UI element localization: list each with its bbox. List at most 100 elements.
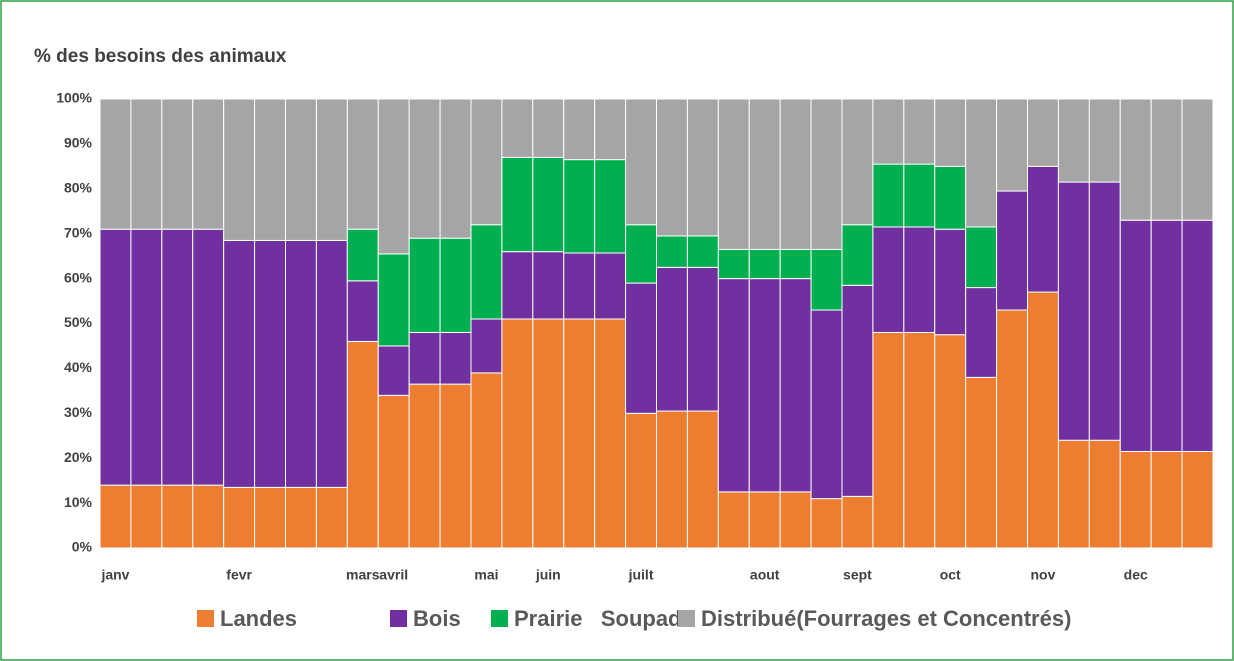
- bar-segment: [408, 331, 441, 385]
- bar-segment: [439, 331, 472, 385]
- bar-segment: [223, 486, 256, 549]
- bar-segment: [161, 484, 194, 549]
- x-tick-label: sept: [843, 567, 872, 583]
- bar-segment: [1181, 219, 1214, 452]
- bar-segment: [903, 163, 936, 228]
- x-tick-label: dec: [1124, 567, 1148, 583]
- bar-segment: [1057, 98, 1090, 183]
- bar-segment: [841, 224, 874, 286]
- bar-segment: [625, 98, 657, 226]
- bar-segment: [439, 383, 472, 549]
- bar-segment: [717, 491, 750, 549]
- bar-segment: [934, 334, 967, 549]
- y-tick-label: 60%: [64, 269, 93, 285]
- legend-label: Prairie Soupade: [514, 606, 694, 631]
- bar-segment: [501, 251, 534, 320]
- bar-segment: [934, 98, 967, 167]
- x-tick-label: fevr: [226, 567, 252, 583]
- bar-segment: [501, 156, 534, 253]
- legend-swatch: [678, 610, 695, 627]
- bar-segment: [748, 278, 781, 493]
- bar-segment: [161, 98, 194, 230]
- bar-segment: [1027, 291, 1059, 549]
- bar-segment: [377, 98, 410, 255]
- bar-segment: [470, 372, 503, 549]
- legend-label: Distribué(Fourrages et Concentrés): [701, 606, 1071, 631]
- bar-segment: [470, 318, 503, 374]
- bar-segment: [934, 165, 967, 230]
- bar-segment: [563, 98, 596, 161]
- bar-segment: [285, 239, 317, 488]
- bar-segment: [315, 486, 348, 549]
- bar-segment: [656, 235, 688, 268]
- x-tick-label: aout: [750, 567, 780, 583]
- bar-segment: [779, 248, 812, 280]
- bar-segment: [346, 280, 379, 342]
- legend-swatch: [491, 610, 508, 627]
- bar-segment: [934, 228, 967, 336]
- bar-segment: [130, 98, 163, 230]
- bar-segment: [470, 98, 503, 226]
- bar-segment: [903, 98, 936, 165]
- x-tick-label: janv: [100, 567, 129, 583]
- bar-segment: [254, 486, 286, 549]
- bar-segment: [686, 266, 719, 412]
- bar-segment: [686, 98, 719, 237]
- bar-segment: [1181, 98, 1214, 221]
- bar-segment: [1057, 181, 1090, 441]
- bar-segment: [1150, 98, 1183, 221]
- bar-segment: [841, 98, 874, 226]
- bar-segment: [1150, 219, 1183, 452]
- y-tick-label: 10%: [64, 494, 93, 510]
- bar-segment: [1119, 450, 1152, 549]
- bar-segment: [408, 383, 441, 549]
- bar-segment: [717, 278, 750, 493]
- bar-segment: [625, 412, 657, 549]
- bar-segment: [996, 98, 1028, 192]
- bar-segment: [872, 163, 905, 228]
- bar-segment: [779, 278, 812, 493]
- bar-segment: [346, 340, 379, 549]
- x-tick-label: juilt: [628, 567, 654, 583]
- bar-segment: [717, 98, 750, 250]
- y-tick-label: 50%: [64, 314, 93, 330]
- bar-segment: [408, 237, 441, 333]
- bar-segment: [841, 284, 874, 497]
- bar-segment: [1088, 439, 1121, 549]
- bar-segment: [1027, 98, 1059, 167]
- bar-segment: [872, 98, 905, 165]
- bar-segment: [377, 253, 410, 347]
- x-tick-label: mars: [346, 567, 380, 583]
- bar-segment: [686, 235, 719, 268]
- legend-swatch: [390, 610, 407, 627]
- bar-segment: [965, 376, 998, 549]
- bar-segment: [532, 156, 565, 253]
- bar-segment: [996, 190, 1028, 311]
- bar-segment: [1088, 98, 1121, 183]
- bar-segment: [563, 159, 596, 254]
- bar-segment: [1088, 181, 1121, 441]
- bar-segment: [192, 484, 225, 549]
- x-tick-label: mai: [474, 567, 498, 583]
- bar-segment: [965, 98, 998, 228]
- bar-segment: [501, 98, 534, 158]
- bar-segment: [1181, 450, 1214, 549]
- bar-segment: [965, 287, 998, 378]
- bar-segment: [872, 226, 905, 333]
- bar-segment: [841, 495, 874, 549]
- bar-segment: [99, 98, 132, 230]
- bar-segment: [903, 226, 936, 333]
- bar-segment: [625, 224, 657, 284]
- bar-segment: [192, 98, 225, 230]
- bar-segment: [470, 224, 503, 320]
- bar-segment: [594, 98, 627, 161]
- bar-segment: [563, 318, 596, 549]
- legend-label: Landes: [220, 606, 297, 631]
- bar-segment: [656, 98, 688, 237]
- bar-segment: [717, 248, 750, 280]
- bar-segment: [439, 237, 472, 333]
- bar-segment: [1027, 165, 1059, 293]
- bar-segment: [439, 98, 472, 239]
- bar-segment: [532, 251, 565, 320]
- legend-label: Bois: [413, 606, 461, 631]
